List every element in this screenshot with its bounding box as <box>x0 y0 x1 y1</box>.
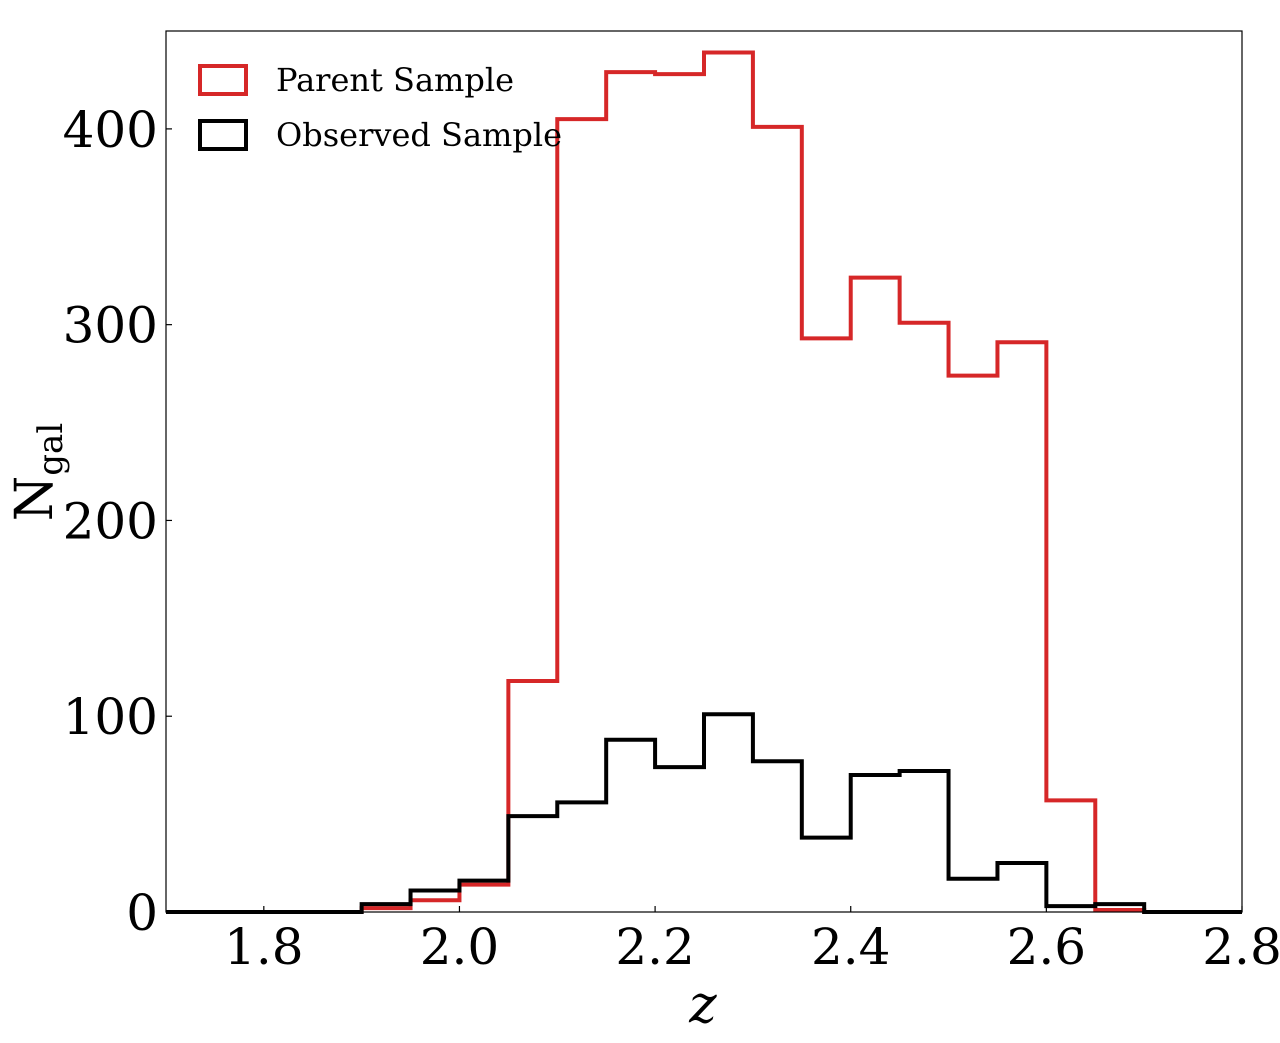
x-tick-label: 2.8 <box>1202 918 1280 976</box>
y-tick-label: 100 <box>63 688 158 746</box>
y-axis-label: Ngal <box>5 423 71 521</box>
svg-text:Ngal: Ngal <box>5 423 71 521</box>
y-axis-label-main: N <box>5 476 65 522</box>
legend-swatch <box>198 64 248 96</box>
legend: Parent Sample Observed Sample <box>198 61 562 154</box>
x-tick-label: 2.4 <box>811 918 891 976</box>
x-axis: 1.8 2.0 2.2 2.4 2.6 2.8 <box>224 906 1280 976</box>
x-tick-label: 2.2 <box>615 918 695 976</box>
y-tick-label: 200 <box>63 492 158 550</box>
y-tick-label: 400 <box>63 101 158 159</box>
x-axis-label: z <box>688 975 717 1035</box>
x-tick-label: 2.0 <box>420 918 500 976</box>
plot-frame <box>165 30 1243 913</box>
series-layer <box>166 50 1242 914</box>
series-line-parent-sample <box>166 50 1242 914</box>
series-line-observed-sample <box>166 712 1242 914</box>
y-tick-label: 300 <box>63 297 158 355</box>
y-axis: 0 100 200 300 400 <box>63 101 172 942</box>
legend-label: Parent Sample <box>276 61 514 99</box>
legend-label: Observed Sample <box>276 116 562 154</box>
y-axis-label-subscript: gal <box>31 423 71 476</box>
y-tick-label: 0 <box>126 884 158 942</box>
x-tick-label: 1.8 <box>224 918 304 976</box>
legend-swatch <box>198 119 248 151</box>
x-tick-label: 2.6 <box>1007 918 1087 976</box>
